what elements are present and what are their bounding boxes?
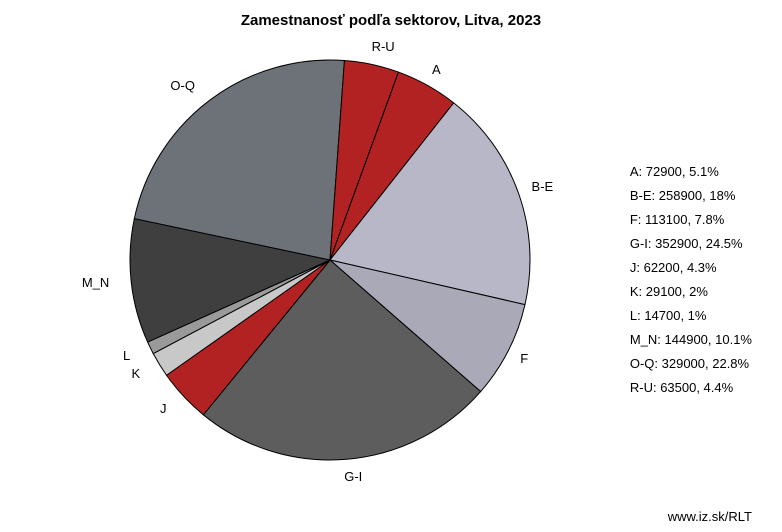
- slice-label-M_N: M_N: [82, 275, 109, 290]
- legend-item-L: L: 14700, 1%: [630, 304, 752, 328]
- slice-label-R-U: R-U: [372, 39, 395, 54]
- legend-item-J: J: 62200, 4.3%: [630, 256, 752, 280]
- chart-area: A: 72900, 5.1%B-E: 258900, 18%F: 113100,…: [0, 40, 782, 520]
- slice-label-G-I: G-I: [344, 469, 362, 484]
- slice-label-J: J: [160, 401, 167, 416]
- slice-label-L: L: [123, 348, 130, 363]
- legend-item-B-E: B-E: 258900, 18%: [630, 184, 752, 208]
- source-link[interactable]: www.iz.sk/RLT: [668, 509, 752, 524]
- legend-item-A: A: 72900, 5.1%: [630, 160, 752, 184]
- legend-item-F: F: 113100, 7.8%: [630, 208, 752, 232]
- legend-item-K: K: 29100, 2%: [630, 280, 752, 304]
- legend: A: 72900, 5.1%B-E: 258900, 18%F: 113100,…: [630, 160, 752, 400]
- slice-label-K: K: [132, 366, 141, 381]
- legend-item-O-Q: O-Q: 329000, 22.8%: [630, 352, 752, 376]
- slice-label-F: F: [520, 351, 528, 366]
- slice-label-O-Q: O-Q: [170, 78, 195, 93]
- legend-item-R-U: R-U: 63500, 4.4%: [630, 376, 752, 400]
- legend-item-M_N: M_N: 144900, 10.1%: [630, 328, 752, 352]
- legend-item-G-I: G-I: 352900, 24.5%: [630, 232, 752, 256]
- slice-label-B-E: B-E: [532, 179, 554, 194]
- pie-chart: [110, 40, 550, 480]
- chart-title: Zamestnanosť podľa sektorov, Litva, 2023: [0, 0, 782, 29]
- slice-label-A: A: [432, 62, 441, 77]
